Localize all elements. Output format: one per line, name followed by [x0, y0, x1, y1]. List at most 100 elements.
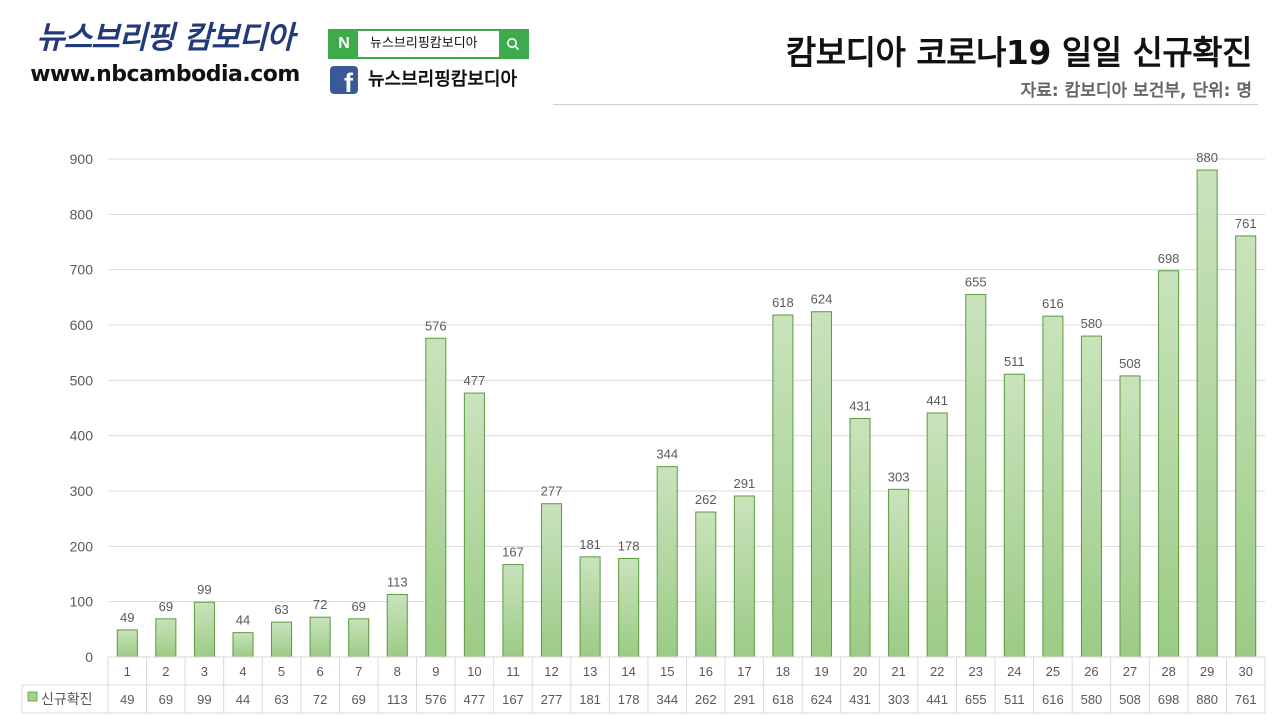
x-tick-label: 24 — [1007, 664, 1021, 679]
brand-logo: 뉴스브리핑 캄보디아 www.nbcambodia.com — [30, 18, 300, 87]
data-label: 618 — [772, 295, 794, 310]
y-tick-label: 100 — [70, 594, 94, 610]
table-value: 508 — [1119, 692, 1141, 707]
bar — [772, 314, 794, 658]
x-tick-label: 18 — [776, 664, 790, 679]
bar — [849, 418, 871, 658]
x-tick-label: 7 — [355, 664, 362, 679]
table-value: 181 — [579, 692, 601, 707]
facebook-icon: f — [330, 66, 358, 97]
table-value: 616 — [1042, 692, 1064, 707]
y-tick-label: 200 — [70, 538, 94, 554]
x-tick-label: 15 — [660, 664, 674, 679]
table-value: 477 — [464, 692, 486, 707]
data-label: 303 — [888, 469, 910, 484]
bar — [193, 601, 215, 658]
x-tick-label: 1 — [124, 664, 131, 679]
table-value: 72 — [313, 692, 327, 707]
data-label: 655 — [965, 275, 987, 290]
x-tick-label: 22 — [930, 664, 944, 679]
table-value: 576 — [425, 692, 447, 707]
bar — [695, 511, 717, 658]
source-note: 자료: 캄보디아 보건부, 단위: 명 — [1020, 81, 1252, 101]
facebook-text: 뉴스브리핑캄보디아 — [368, 69, 518, 90]
naver-search-box[interactable]: N 뉴스브리핑캄보디아 — [328, 29, 529, 59]
x-tick-label: 16 — [699, 664, 713, 679]
data-label: 477 — [464, 373, 486, 388]
data-label: 262 — [695, 492, 717, 507]
table-value: 618 — [772, 692, 794, 707]
bar — [1235, 235, 1257, 658]
table-value: 178 — [618, 692, 640, 707]
bar — [810, 311, 833, 658]
x-tick-label: 25 — [1046, 664, 1060, 679]
table-value: 580 — [1081, 692, 1103, 707]
header-divider — [553, 104, 1258, 105]
data-label: 49 — [120, 610, 134, 625]
bar — [1196, 169, 1218, 658]
table-value: 761 — [1235, 692, 1257, 707]
bar — [579, 556, 601, 658]
data-label: 44 — [236, 613, 250, 628]
data-label: 113 — [387, 574, 408, 589]
table-value: 277 — [541, 692, 563, 707]
table-value: 167 — [502, 692, 524, 707]
y-tick-label: 600 — [70, 317, 94, 333]
bar — [232, 632, 254, 658]
bar — [1158, 270, 1180, 658]
table-value: 880 — [1196, 692, 1218, 707]
bar — [348, 618, 370, 658]
x-tick-label: 19 — [814, 664, 828, 679]
x-tick-label: 10 — [467, 664, 481, 679]
table-value: 655 — [965, 692, 987, 707]
bar — [540, 503, 563, 658]
legend-key — [27, 691, 38, 702]
table-value: 99 — [197, 692, 211, 707]
search-icon[interactable] — [499, 31, 527, 57]
y-tick-label: 700 — [70, 262, 94, 278]
x-tick-label: 2 — [162, 664, 169, 679]
table-value: 262 — [695, 692, 717, 707]
bar — [1119, 375, 1141, 658]
bar — [386, 593, 408, 658]
y-tick-label: 900 — [70, 151, 94, 167]
data-label: 624 — [811, 292, 833, 307]
bar — [965, 294, 987, 658]
x-tick-label: 29 — [1200, 664, 1214, 679]
bar — [656, 466, 678, 658]
naver-search-text: 뉴스브리핑캄보디아 — [370, 36, 478, 51]
data-label: 99 — [197, 582, 211, 597]
y-tick-label: 800 — [70, 206, 94, 222]
bar — [309, 616, 331, 658]
data-label: 616 — [1042, 296, 1064, 311]
table-value: 511 — [1004, 692, 1025, 707]
data-label: 69 — [351, 599, 365, 614]
data-label: 181 — [579, 537, 601, 552]
bar — [1042, 315, 1064, 658]
x-tick-label: 17 — [737, 664, 751, 679]
bar — [271, 621, 293, 658]
table-value: 344 — [656, 692, 678, 707]
data-label: 291 — [733, 476, 755, 491]
data-label: 576 — [425, 318, 447, 333]
bar — [888, 488, 910, 658]
x-tick-label: 23 — [969, 664, 983, 679]
table-value: 63 — [274, 692, 288, 707]
bar — [502, 564, 524, 658]
x-tick-label: 3 — [201, 664, 208, 679]
data-label: 698 — [1158, 251, 1180, 266]
y-tick-label: 500 — [70, 372, 94, 388]
x-tick-label: 30 — [1238, 664, 1252, 679]
table-value: 69 — [159, 692, 173, 707]
x-tick-label: 4 — [239, 664, 246, 679]
x-tick-label: 20 — [853, 664, 867, 679]
x-tick-label: 26 — [1084, 664, 1098, 679]
page-title: 캄보디아 코로나19 일일 신규확진 — [785, 33, 1253, 72]
bar — [463, 392, 485, 658]
data-label: 277 — [541, 484, 563, 499]
bar — [1003, 373, 1025, 658]
table-value: 113 — [387, 692, 408, 707]
y-tick-label: 0 — [85, 649, 93, 665]
naver-icon: N — [330, 31, 358, 57]
